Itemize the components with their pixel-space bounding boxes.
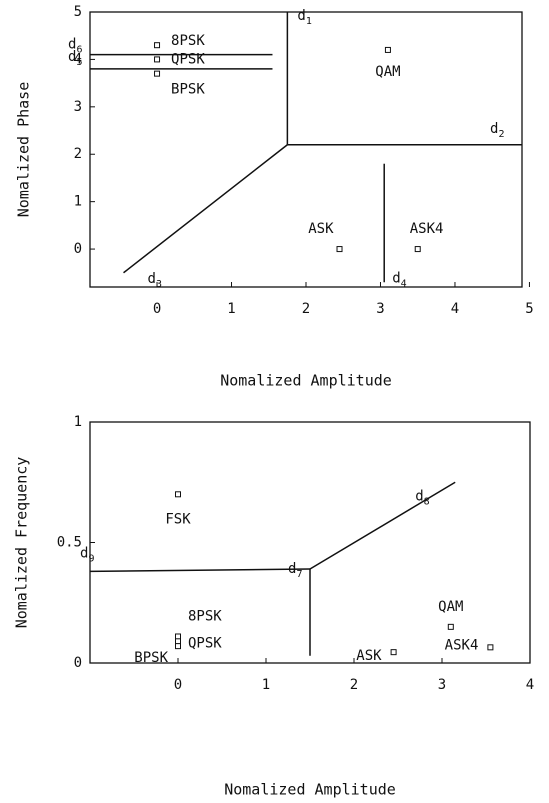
x-tick-label: 3: [438, 677, 446, 693]
x-tick-label: 1: [227, 301, 235, 317]
y-tick-label: 3: [74, 99, 82, 115]
boundary-name: d: [297, 8, 305, 24]
boundary-subscript: 6: [76, 45, 82, 56]
y-axis-label: Nomalized Frequency: [13, 457, 31, 629]
point: [175, 643, 181, 650]
y-tick-label: 5: [74, 4, 82, 20]
point-label: ASK4: [410, 221, 444, 237]
point: [154, 56, 161, 63]
y-tick-label: 4: [74, 51, 82, 67]
boundary-subscript: 5: [76, 57, 82, 68]
x-axis-label: Nomalized Amplitude: [224, 781, 396, 799]
point: [175, 638, 181, 645]
x-tick-label: 3: [376, 301, 384, 317]
x-tick-label: 4: [526, 677, 534, 693]
point-label: QAM: [375, 64, 400, 80]
y-tick-label: 0: [74, 655, 82, 671]
boundary-label: d1: [297, 8, 311, 27]
decision-boundary: [123, 144, 288, 274]
boundary-label: d2: [490, 121, 504, 140]
point-label: 8PSK: [171, 33, 205, 49]
point-label: QAM: [438, 599, 463, 615]
boundary-label: d5: [68, 49, 82, 68]
y-tick-label: 1: [74, 414, 82, 430]
x-tick-label: 0: [153, 301, 161, 317]
point-label: ASK: [308, 221, 334, 237]
x-tick-label: 2: [350, 677, 358, 693]
y-tick-label: 1: [74, 194, 82, 210]
y-tick-label: 2: [74, 146, 82, 162]
boundary-label: d6: [68, 37, 82, 56]
point: [390, 649, 397, 656]
point: [414, 246, 421, 253]
y-tick-label: 0: [74, 241, 82, 257]
boundary-name: d: [68, 37, 76, 53]
x-tick-label: 1: [262, 677, 270, 693]
boundary-subscript: 7: [296, 569, 302, 580]
decision-boundary: [309, 481, 456, 570]
point: [384, 46, 391, 53]
x-tick-label: 0: [174, 677, 182, 693]
boundary-label: d4: [392, 270, 406, 289]
boundary-name: d: [392, 270, 400, 286]
y-axis-label: Nomalized Phase: [15, 82, 33, 217]
boundary-subscript: 3: [156, 279, 162, 290]
point-label: ASK4: [445, 637, 479, 653]
boundary-label: d8: [415, 488, 429, 507]
point-label: QPSK: [188, 635, 222, 651]
point-label: ASK: [356, 648, 382, 664]
boundary-label: d3: [148, 271, 162, 290]
point: [175, 633, 181, 640]
point-label: FSK: [165, 511, 191, 527]
y-tick-label: 0.5: [57, 535, 82, 551]
point-label: BPSK: [134, 650, 168, 666]
boundary-name: d: [80, 545, 88, 561]
boundary-subscript: 1: [306, 16, 312, 27]
boundary-name: d: [68, 49, 76, 65]
boundary-subscript: 9: [88, 553, 94, 564]
x-tick-label: 5: [525, 301, 533, 317]
boundary-subscript: 8: [424, 496, 430, 507]
boundary-subscript: 4: [401, 278, 407, 289]
plot-frame: [89, 11, 523, 288]
boundary-name: d: [148, 271, 156, 287]
boundary-name: d: [490, 121, 498, 137]
boundary-label: d9: [80, 545, 94, 564]
x-axis-label: Nomalized Amplitude: [220, 372, 392, 390]
boundary-subscript: 2: [498, 129, 504, 140]
point: [154, 42, 161, 49]
x-tick-label: 2: [302, 301, 310, 317]
boundary-name: d: [415, 488, 423, 504]
point: [487, 644, 494, 651]
point: [336, 246, 343, 253]
x-tick-label: 4: [451, 301, 459, 317]
boundary-label: d7: [288, 561, 302, 580]
point: [154, 70, 161, 77]
decision-boundary: [89, 568, 311, 573]
point-label: BPSK: [171, 82, 205, 98]
point-label: QPSK: [171, 51, 205, 67]
point-label: 8PSK: [188, 608, 222, 624]
point: [447, 623, 454, 630]
point: [175, 491, 181, 498]
